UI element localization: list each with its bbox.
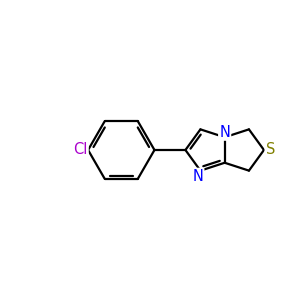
Text: N: N (192, 169, 203, 184)
Text: Cl: Cl (73, 142, 88, 158)
Text: S: S (266, 142, 275, 158)
Text: N: N (219, 124, 230, 140)
